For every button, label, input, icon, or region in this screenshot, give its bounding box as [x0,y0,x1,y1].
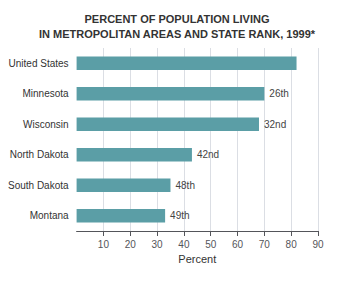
svg-text:IN METROPOLITAN AREAS AND STAT: IN METROPOLITAN AREAS AND STATE RANK, 19… [39,28,316,40]
svg-text:Minnesota: Minnesota [22,88,69,99]
svg-text:Montana: Montana [30,210,69,221]
svg-text:60: 60 [232,239,244,250]
svg-text:40: 40 [178,239,190,250]
svg-text:90: 90 [312,239,324,250]
svg-text:Percent: Percent [178,253,216,265]
svg-text:30: 30 [152,239,164,250]
svg-text:Wisconsin: Wisconsin [23,119,69,130]
svg-text:South Dakota: South Dakota [8,180,69,191]
svg-text:70: 70 [259,239,271,250]
svg-text:PERCENT OF POPULATION LIVING: PERCENT OF POPULATION LIVING [85,13,270,25]
svg-text:20: 20 [125,239,137,250]
svg-text:50: 50 [205,239,217,250]
svg-text:North Dakota: North Dakota [10,149,69,160]
svg-text:32nd: 32nd [264,119,286,130]
svg-text:48th: 48th [175,180,194,191]
svg-text:80: 80 [286,239,298,250]
svg-text:49th: 49th [170,210,189,221]
svg-text:10: 10 [98,239,110,250]
svg-text:26th: 26th [269,88,288,99]
svg-text:United States: United States [9,58,69,69]
svg-text:42nd: 42nd [197,149,219,160]
